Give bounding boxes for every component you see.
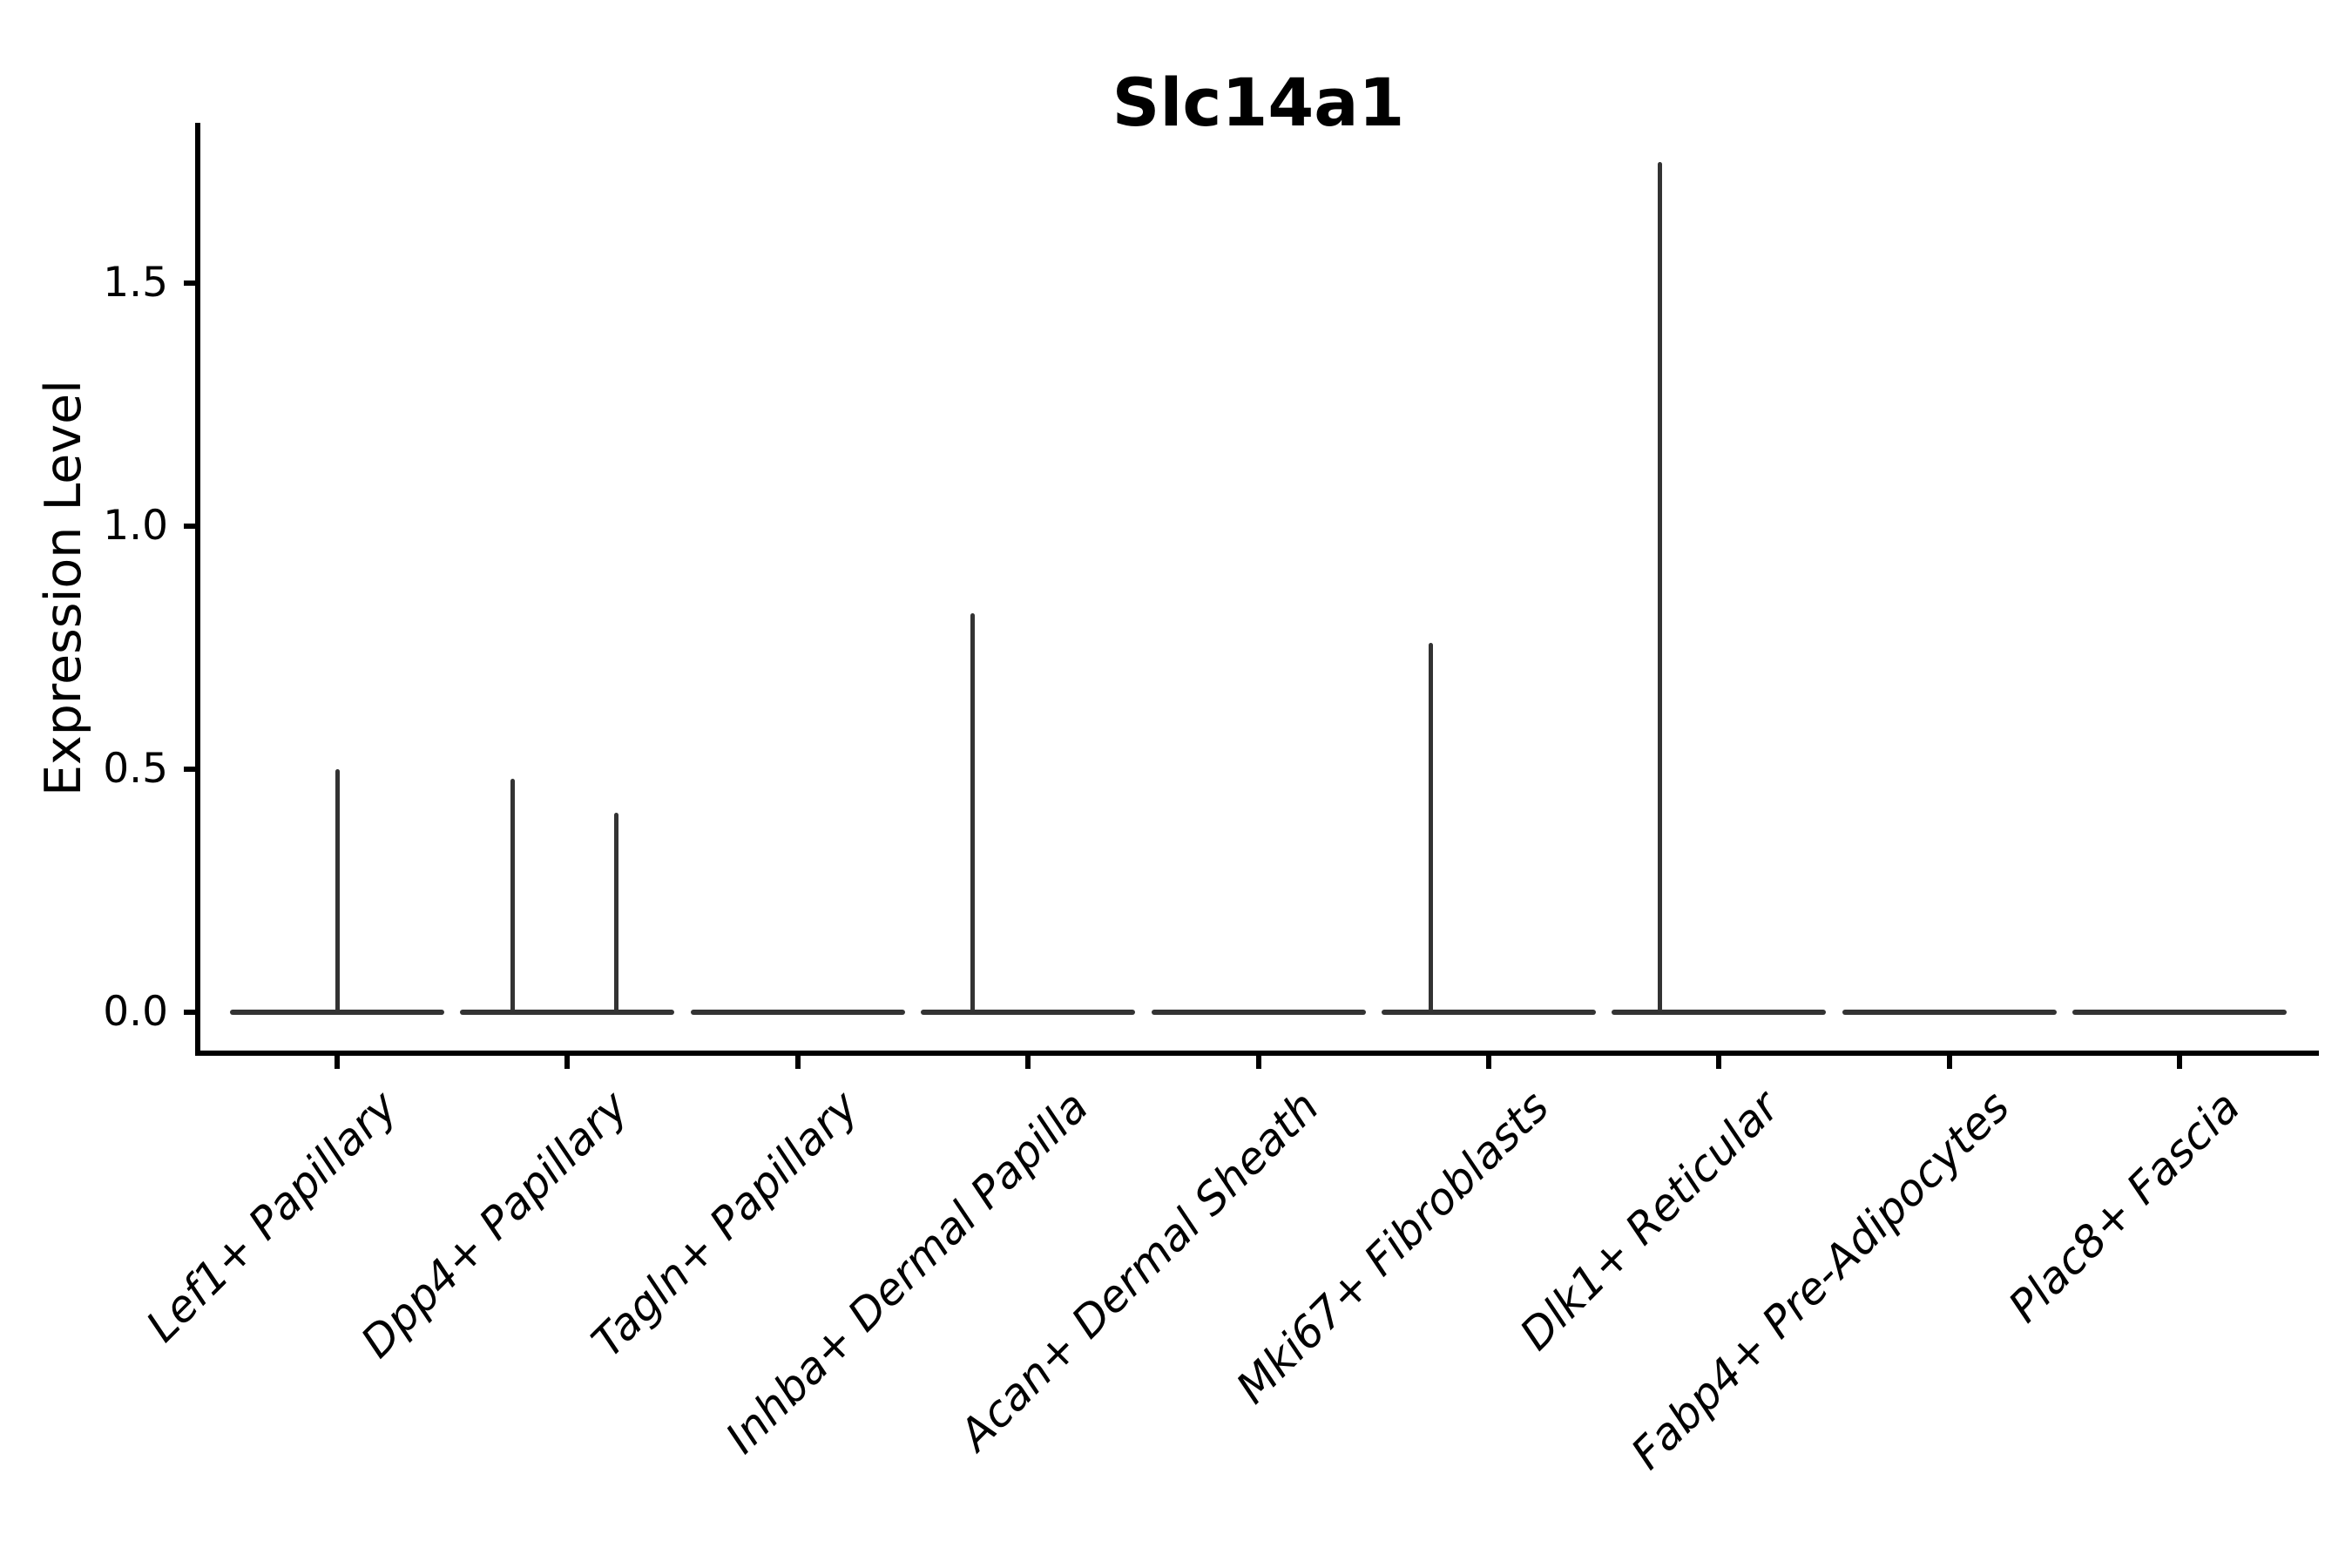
x-tick xyxy=(1255,1056,1261,1069)
chart-title: Slc14a1 xyxy=(1112,64,1405,141)
violin-baseline xyxy=(2072,1010,2288,1015)
y-tick xyxy=(184,280,198,286)
y-tick xyxy=(184,524,198,529)
violin-baseline xyxy=(1612,1010,1827,1015)
x-tick xyxy=(1025,1056,1031,1069)
y-tick xyxy=(184,767,198,772)
x-tick-label: Plac8+ Fascia xyxy=(1998,1081,2250,1333)
violin-baseline xyxy=(1382,1010,1596,1015)
x-tick xyxy=(794,1056,801,1069)
y-tick-label: 0.0 xyxy=(103,988,168,1036)
x-tick xyxy=(335,1056,340,1069)
x-tick-label: Lef1+ Papillary xyxy=(137,1081,408,1352)
violin-spike xyxy=(335,769,340,1015)
x-tick xyxy=(564,1056,571,1069)
violin-spike xyxy=(1657,161,1662,1015)
x-tick-label: Fabp4+ Pre-Adipocytes xyxy=(1621,1081,2020,1479)
y-tick-label: 1.0 xyxy=(103,502,168,550)
x-axis-spine xyxy=(195,1051,2319,1056)
violin-spike xyxy=(970,613,975,1015)
violin-baseline xyxy=(460,1010,675,1015)
y-axis-spine xyxy=(195,123,200,1056)
y-tick-label: 1.5 xyxy=(103,259,168,307)
violin-spike xyxy=(1428,642,1433,1015)
x-tick xyxy=(1716,1056,1722,1069)
x-tick xyxy=(1946,1056,1952,1069)
violin-baseline xyxy=(921,1010,1136,1015)
y-tick xyxy=(184,1010,198,1015)
y-tick-label: 0.5 xyxy=(103,745,168,793)
x-tick xyxy=(1486,1056,1491,1069)
violin-baseline xyxy=(1151,1010,1366,1015)
x-tick xyxy=(2177,1056,2183,1069)
violin-baseline xyxy=(1842,1010,2057,1015)
violin-spike xyxy=(510,779,515,1015)
violin-baseline xyxy=(690,1010,905,1015)
violin-spike xyxy=(613,813,618,1015)
